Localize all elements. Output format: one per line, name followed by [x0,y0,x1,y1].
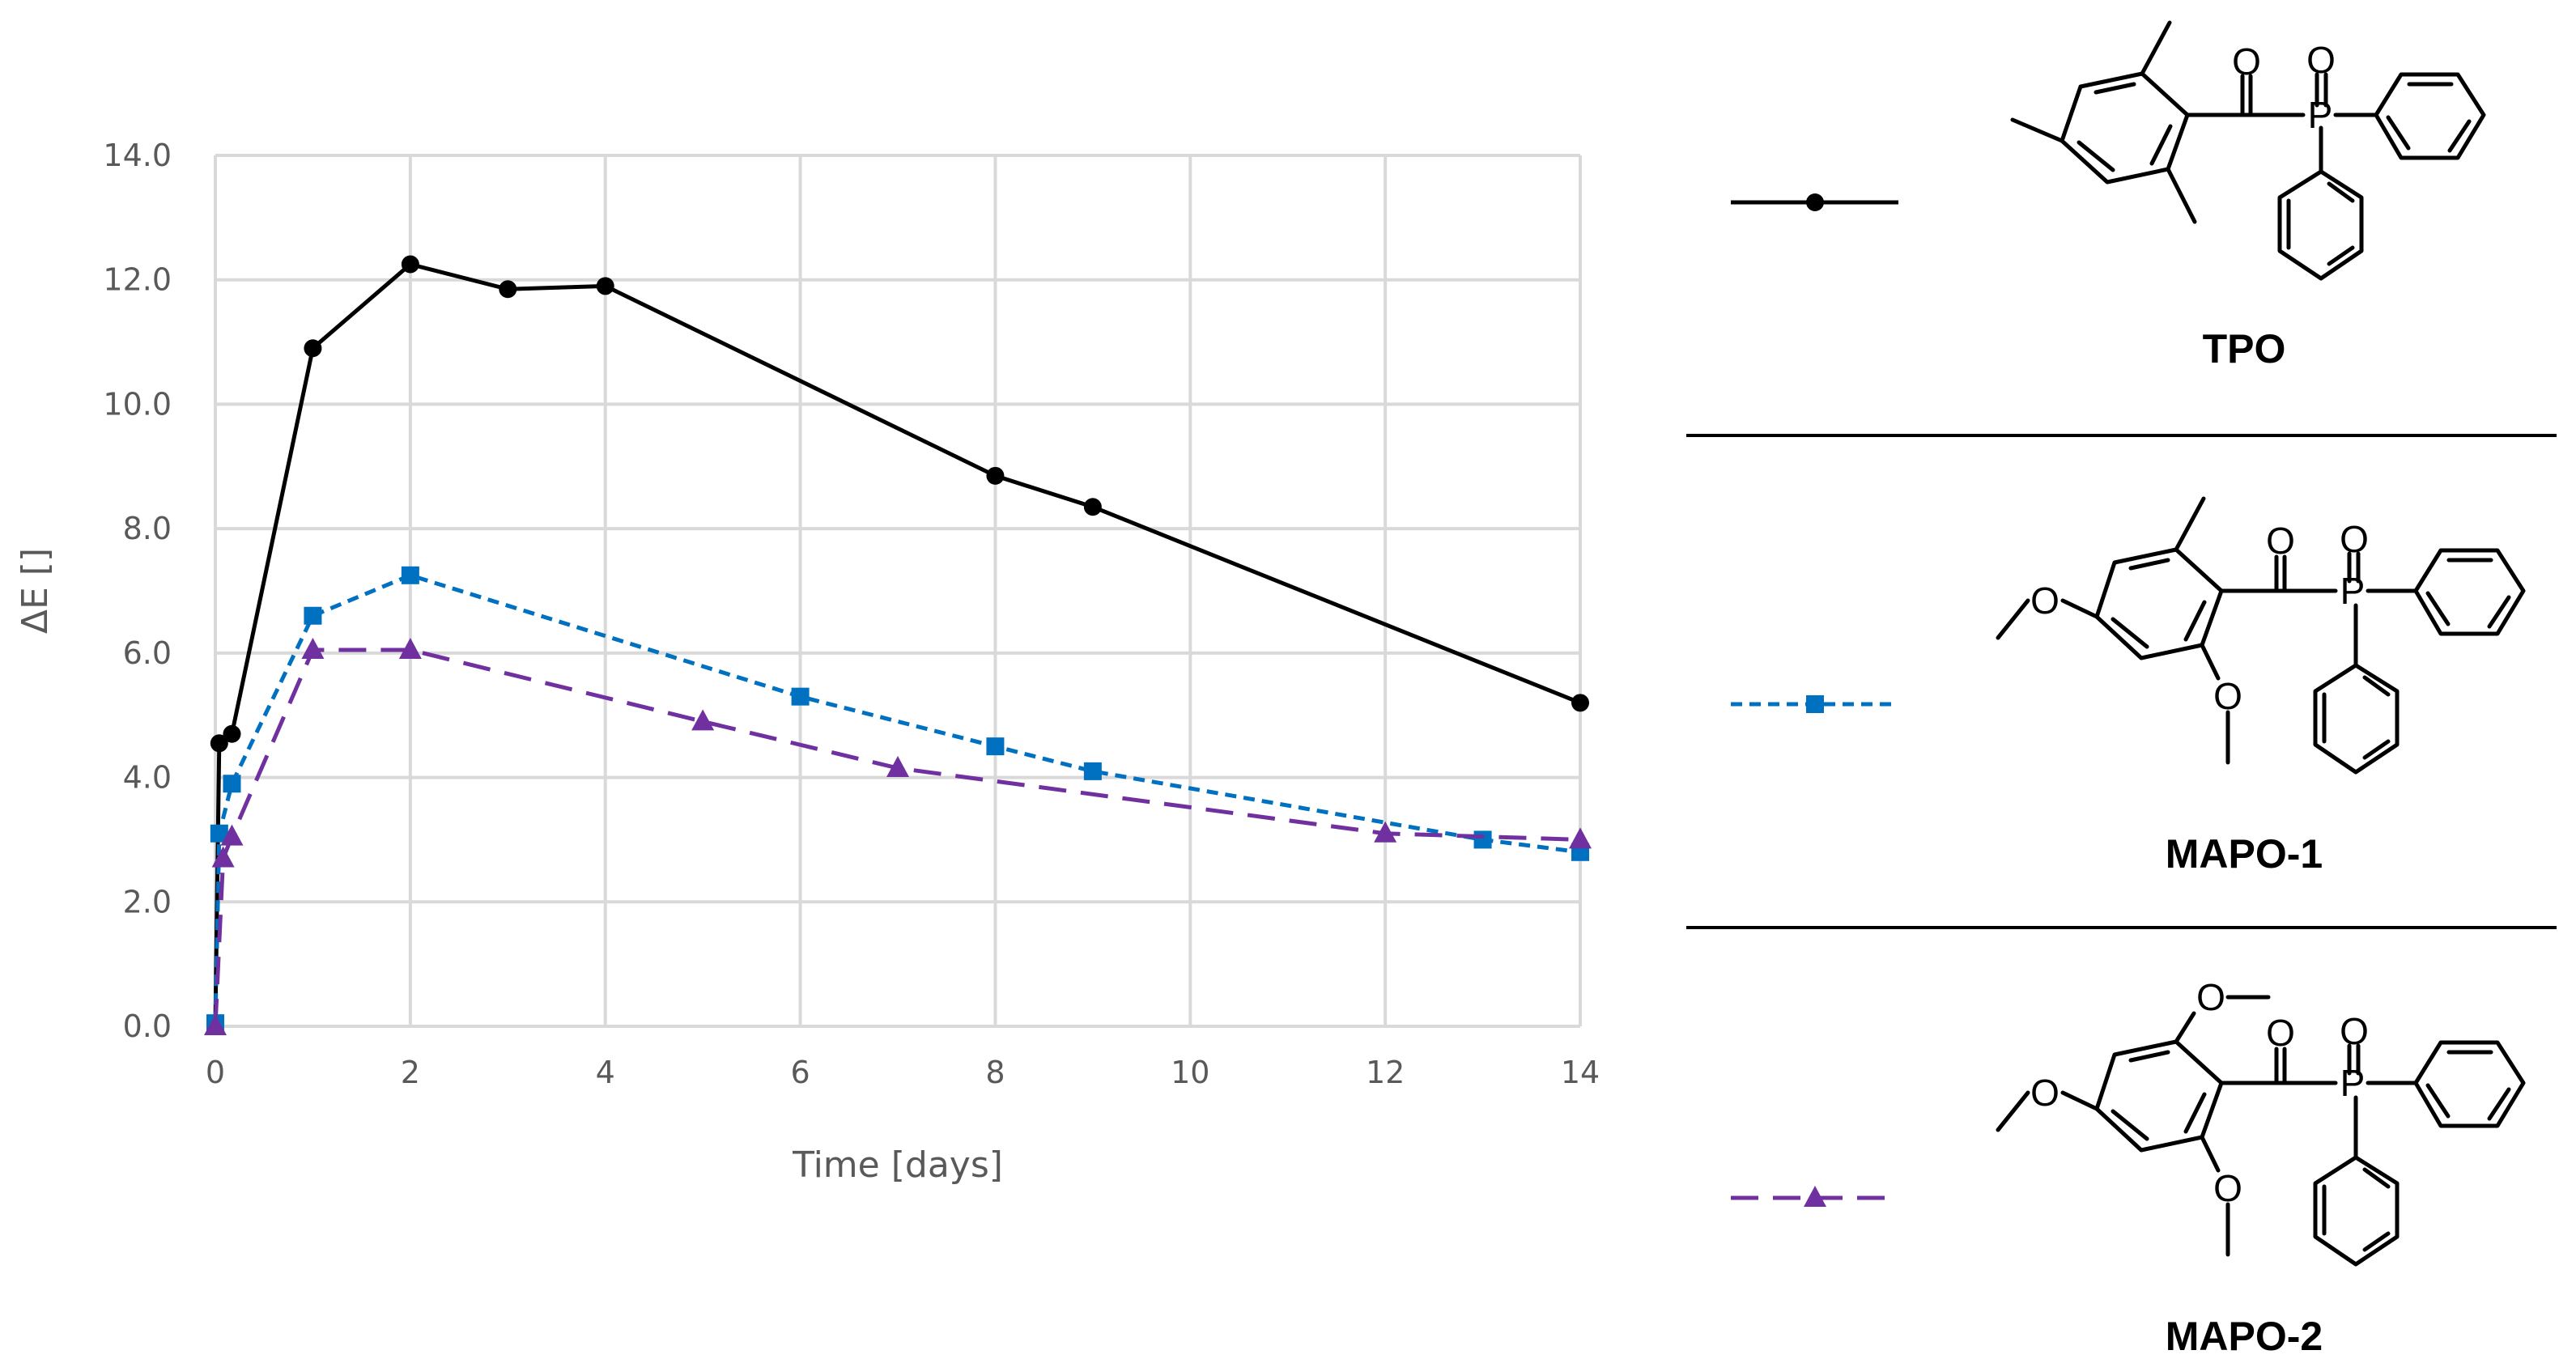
structure-mapo2 [1996,995,2526,1267]
legend-marker-tpo [1806,193,1824,211]
data-point-mapo2 [886,756,909,778]
data-point-tpo [1571,694,1589,712]
x-tick-label: 6 [790,1055,810,1090]
legend-label-tpo: TPO [2203,326,2286,372]
data-point-mapo2 [398,638,422,660]
data-point-tpo [1083,498,1102,516]
legend: O O P O O O O P O O O O O P TPO MAPO-1 M… [1686,20,2557,1359]
y-tick-label: 4.0 [123,760,172,796]
data-point-mapo2 [691,709,715,731]
y-tick-label: 2.0 [123,884,172,919]
atom-label-oxygen: O [2340,1010,2369,1052]
phenyl-ring [2413,1040,2526,1128]
x-tick-label: 4 [596,1055,615,1090]
x-tick-label: 0 [206,1055,225,1090]
data-point-mapo2 [1569,827,1592,849]
atom-label-phosphorus: P [2308,94,2333,136]
phenyl-ring [2313,663,2400,775]
atom-label-oxygen: O [2266,520,2295,562]
data-point-mapo1 [304,606,322,625]
x-tick-label: 2 [401,1055,420,1090]
atom-label-oxygen: O [2340,518,2369,560]
data-point-mapo2 [1374,821,1397,843]
data-point-mapo2 [220,824,244,846]
legend-label-mapo1: MAPO-1 [2166,831,2323,877]
y-tick-label: 12.0 [103,262,172,298]
data-point-mapo1 [223,775,241,793]
series-line-mapo2 [213,648,1581,1027]
data-point-mapo1 [210,824,228,843]
data-point-mapo1 [1083,762,1102,780]
tick-labels: 0 2 4 6 8 10 12 14 0.0 2.0 4.0 6.0 8.0 10.0 12.0 14.0 [103,138,1600,1090]
x-tick-label: 12 [1366,1055,1405,1090]
series-line-tpo [213,261,1581,1024]
data-point-tpo [499,280,517,299]
series-mapo1 [206,566,1589,1033]
atom-label-oxygen: O [2030,580,2060,622]
x-tick-label: 14 [1561,1055,1600,1090]
series-line-mapo1 [213,573,1581,1024]
atom-label-oxygen: O [2213,1167,2242,1209]
data-point-mapo1 [791,687,810,706]
atom-label-oxygen: O [2266,1012,2295,1054]
phenyl-ring [2374,72,2486,160]
legend-samples [1731,193,1898,1207]
x-axis-title: Time [days] [792,1144,1003,1186]
data-point-mapo1 [1473,830,1492,849]
data-point-mapo2 [211,846,235,868]
data-point-mapo1 [401,566,419,584]
data-point-tpo [210,734,228,753]
x-tick-label: 10 [1171,1055,1209,1090]
y-tick-label: 0.0 [123,1008,172,1044]
structure-mapo1 [1996,496,2526,775]
atom-label-phosphorus: P [2340,1062,2366,1104]
phenyl-ring [2277,169,2364,281]
data-point-tpo [304,339,322,358]
legend-marker-mapo1 [1806,695,1824,713]
atom-label-oxygen: O [2196,976,2225,1018]
atom-label-phosphorus: P [2340,570,2366,612]
atom-label-oxygen: O [2030,1072,2060,1114]
atom-label-oxygen: O [2213,675,2242,717]
y-tick-label: 6.0 [123,635,172,671]
series-layer [204,255,1592,1035]
data-point-mapo2 [204,1014,227,1035]
data-point-tpo [986,466,1005,485]
structure-tpo [2010,20,2486,281]
phenyl-ring [2413,548,2526,636]
data-point-mapo2 [301,638,325,660]
series-mapo2 [204,638,1592,1035]
y-axis-title: ΔE [] [15,548,56,634]
data-point-mapo1 [986,737,1005,756]
y-tick-label: 14.0 [103,138,172,173]
legend-label-mapo2: MAPO-2 [2166,1314,2323,1359]
atom-labels: O O P O O O O P O O O O O P [2030,39,2369,1209]
data-point-tpo [596,277,614,295]
plot-grid [214,154,1582,1028]
x-tick-label: 8 [985,1055,1005,1090]
y-tick-label: 8.0 [123,511,172,546]
series-tpo [206,255,1589,1033]
y-tick-label: 10.0 [103,386,172,422]
phenyl-ring [2313,1155,2400,1267]
atom-label-oxygen: O [2232,40,2261,83]
atom-label-oxygen: O [2306,39,2336,81]
data-point-tpo [223,724,241,743]
legend-marker-mapo2 [1804,1186,1826,1207]
data-point-tpo [401,255,419,274]
